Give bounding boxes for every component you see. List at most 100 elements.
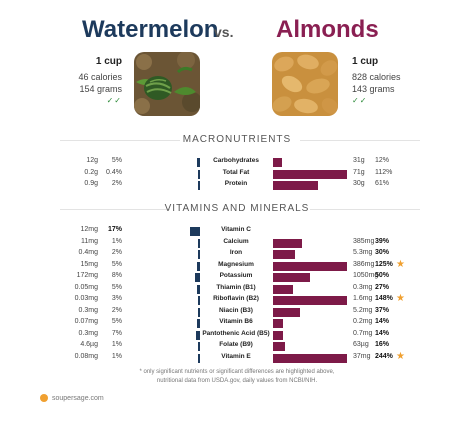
- right-bar: [273, 296, 347, 305]
- right-percent: 14%: [375, 318, 390, 325]
- star-icon: ★: [396, 293, 405, 304]
- right-percent: 14%: [375, 329, 390, 337]
- left-value: 0.05mg: [74, 283, 98, 291]
- nutrient-name: Thiamin (B1): [216, 283, 256, 291]
- right-bar: [273, 250, 296, 259]
- macronutrients-heading: MACRONUTRIENTS: [182, 134, 292, 145]
- right-percent: 12%: [375, 157, 390, 164]
- almonds-image: [272, 52, 338, 116]
- left-percent: 2%: [111, 249, 122, 256]
- left-bar: [197, 284, 200, 294]
- right-value: 0.2mg: [353, 318, 373, 325]
- left-bar: [197, 261, 200, 271]
- left-food-title: Watermelon: [82, 16, 219, 43]
- nutrient-name: Magnesium: [218, 260, 254, 268]
- right-value: 1.6mg: [353, 295, 373, 302]
- left-bar: [198, 181, 200, 190]
- right-percent: 148%: [375, 295, 393, 302]
- left-bar: [195, 273, 200, 282]
- left-bar: [198, 169, 200, 179]
- footnote-line-1: * only significant nutrients or signific…: [139, 369, 335, 375]
- left-percent: 1%: [111, 341, 122, 348]
- nutrient-row-niacin-b3: 0.3mg 2% Niacin (B3) 5.2mg 37%: [0, 307, 474, 318]
- left-value: 12mg: [80, 226, 98, 233]
- right-bar: [273, 169, 347, 179]
- right-percent: 16%: [375, 341, 390, 348]
- nutrient-row-thiamin-b1: 0.05mg 5% Thiamin (B1) 0.3mg 27%: [0, 284, 474, 295]
- nutrient-row-vitamin-b6: 0.07mg 5% Vitamin B6 0.2mg 14%: [0, 318, 474, 329]
- footnote-line-2: nutritional data from USDA.gov, daily va…: [156, 378, 318, 384]
- left-bar: [198, 250, 200, 259]
- left-value: 0.9g: [84, 180, 98, 187]
- left-percent: 1%: [111, 352, 122, 360]
- right-percent: 30%: [375, 249, 390, 256]
- right-bar: [273, 273, 310, 282]
- right-value: 5.2mg: [353, 306, 373, 314]
- nutrient-name: Potassium: [219, 272, 253, 279]
- left-percent: 2%: [111, 306, 122, 314]
- right-bar: [273, 307, 301, 317]
- left-value: 172mg: [76, 272, 98, 279]
- left-value: 0.3mg: [78, 329, 98, 337]
- left-value: 4.6µg: [80, 341, 98, 348]
- right-percent: 27%: [375, 283, 390, 291]
- right-percent: 39%: [375, 237, 390, 245]
- nutrient-name: Riboflavin (B2): [213, 295, 259, 302]
- right-food-info: 1 cup 828 calories 143 grams ✓✓: [352, 56, 416, 107]
- sun-icon: [40, 394, 48, 402]
- right-percent: 37%: [375, 306, 390, 314]
- left-percent: 7%: [111, 329, 122, 337]
- left-bar: [198, 307, 200, 317]
- left-percent: 2%: [111, 180, 122, 187]
- nutrient-row-total-fat: 0.2g 0.4% Total Fat 71g 112%: [0, 169, 474, 180]
- left-value: 0.08mg: [74, 352, 98, 360]
- nutrient-name: Total Fat: [222, 168, 250, 176]
- right-value: 0.7mg: [353, 329, 373, 337]
- right-percent: 244%: [375, 352, 393, 360]
- right-percent: 50%: [375, 272, 390, 279]
- right-value: 385mg: [353, 237, 375, 245]
- right-value: 30g: [353, 180, 365, 187]
- right-value: 1050mg: [353, 272, 379, 279]
- left-bar: [197, 319, 200, 328]
- left-bar: [197, 158, 200, 167]
- left-bar: [198, 238, 200, 248]
- right-value: 63µg: [353, 341, 369, 348]
- nutrient-name: Folate (B9): [219, 341, 253, 348]
- left-value: 0.2g: [84, 168, 98, 176]
- right-value: 31g: [353, 157, 365, 164]
- nutrient-row-protein: 0.9g 2% Protein 30g 61%: [0, 180, 474, 191]
- nutrient-row-vitamin-e: 0.08mg 1% Vitamin E 37mg 244% ★: [0, 350, 474, 364]
- left-percent: 5%: [111, 318, 122, 325]
- right-calories: 828 calories: [352, 72, 401, 82]
- left-percent: 0.4%: [106, 168, 122, 176]
- nutrient-name: Calcium: [223, 237, 249, 245]
- left-value: 15mg: [80, 260, 98, 268]
- divider: [300, 140, 420, 141]
- right-value: 386mg: [353, 260, 375, 268]
- left-value: 0.03mg: [74, 295, 98, 302]
- right-bar: [273, 261, 347, 271]
- right-serving: 1 cup: [352, 56, 379, 67]
- nutrient-name: Iron: [229, 249, 243, 256]
- divider: [60, 209, 170, 210]
- left-food-info: 1 cup 46 calories 154 grams ✓✓: [60, 56, 122, 107]
- left-percent: 5%: [111, 260, 122, 268]
- right-percent: 112%: [375, 168, 393, 176]
- nutrient-row-folate-b9: 4.6µg 1% Folate (B9) 63µg 16%: [0, 341, 474, 352]
- right-value: 0.3mg: [353, 283, 373, 291]
- nutrient-row-riboflavin-b2: 0.03mg 3% Riboflavin (B2) 1.6mg 148% ★: [0, 293, 474, 306]
- site-name: soupersage.com: [52, 394, 104, 402]
- left-percent: 17%: [107, 226, 122, 233]
- nutrient-row-magnesium: 15mg 5% Magnesium 386mg 125% ★: [0, 259, 474, 272]
- right-food-title: Almonds: [276, 16, 379, 43]
- star-icon: ★: [396, 350, 405, 362]
- watermelon-image: [134, 52, 200, 116]
- nutrient-row-iron: 0.4mg 2% Iron 5.3mg 30%: [0, 249, 474, 260]
- nutrient-name: Protein: [224, 180, 248, 187]
- site-logo[interactable]: soupersage.com: [40, 394, 104, 402]
- left-calories: 46 calories: [78, 72, 122, 82]
- left-bar: [198, 353, 200, 363]
- right-value: 71g: [353, 168, 365, 176]
- left-percent: 5%: [111, 157, 122, 164]
